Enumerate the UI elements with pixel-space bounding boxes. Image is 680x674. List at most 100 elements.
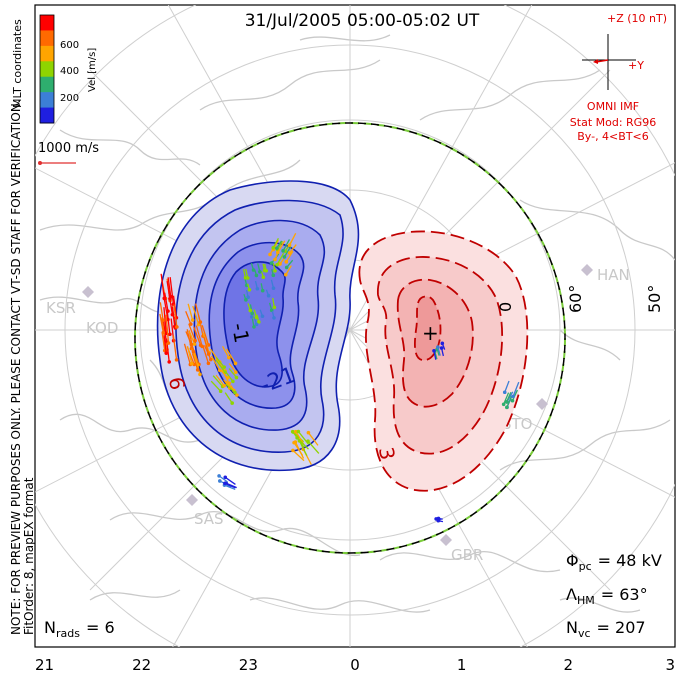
velocity-vector — [296, 437, 309, 450]
mlt-tick-label: 1 — [457, 656, 467, 674]
colorbar-swatch — [40, 15, 54, 31]
stat-model: Stat Mod: RG96 — [570, 116, 656, 129]
velocity-vector — [163, 299, 169, 320]
colorbar-swatch — [40, 45, 54, 62]
velocity-vector-origin — [260, 314, 265, 319]
velocity-vector — [307, 432, 319, 446]
velocity-vector-origin — [192, 342, 197, 346]
velocity-vector-origin — [273, 269, 277, 273]
velocity-vector — [191, 353, 199, 371]
velocity-vector — [289, 232, 297, 246]
mlt-tick-label: 21 — [35, 656, 54, 674]
velocity-vector-origin — [227, 355, 231, 360]
velocity-vector — [183, 343, 191, 365]
velocity-vector-origin — [222, 365, 226, 369]
vector-scale-label: 1000 m/s — [38, 141, 99, 156]
imf-y-label: +Y — [628, 59, 644, 72]
velocity-vector-origin — [174, 358, 179, 362]
colorbar-tick-200: 200 — [60, 93, 79, 104]
velocity-vector-origin — [217, 474, 221, 478]
velocity-vector — [163, 307, 167, 334]
velocity-vector-origin — [208, 357, 213, 362]
velocity-vector-origin — [261, 275, 266, 279]
velocity-vector-origin — [296, 429, 301, 434]
velocity-vector — [228, 363, 237, 373]
velocity-vector-origin — [198, 320, 203, 324]
mlt-tick-label: 0 — [350, 656, 360, 674]
velocity-vector-origin — [230, 401, 234, 405]
velocity-vector-origin — [233, 361, 238, 366]
velocity-vector-origin — [262, 268, 267, 273]
velocity-vector — [307, 440, 320, 454]
radar-label-kod: KOD — [86, 319, 118, 337]
velocity-vector-origin — [505, 405, 509, 410]
velocity-vector — [188, 323, 196, 341]
velocity-vector — [202, 346, 210, 364]
velocity-vector-origin — [168, 296, 172, 301]
velocity-vector — [285, 250, 294, 263]
latitude-label-70: 0 — [496, 302, 515, 312]
velocity-vector — [171, 306, 176, 327]
velocity-vector — [188, 331, 196, 345]
velocity-vector — [292, 449, 305, 462]
radar-markers — [82, 264, 593, 546]
velocity-vector — [195, 325, 203, 347]
velocity-vector — [185, 331, 192, 345]
contour-label-edge-negative: 6 — [164, 375, 190, 392]
velocity-vector-origin — [167, 360, 172, 364]
mlt-tick-label: 22 — [132, 656, 151, 674]
velocity-vector — [225, 380, 235, 391]
velocity-vector-origin — [189, 342, 194, 347]
velocity-vector — [504, 380, 510, 393]
velocity-vector-origin — [439, 346, 444, 350]
colorbar-tick-600: 600 — [60, 40, 79, 51]
velocity-vector-origin — [195, 368, 200, 372]
velocity-vector-origin — [272, 305, 277, 310]
velocity-vector — [201, 325, 210, 346]
velocity-vector-origin — [227, 381, 231, 386]
velocity-vector-origin — [234, 375, 239, 380]
velocity-vector-origin — [434, 517, 438, 521]
velocity-vector — [165, 314, 170, 344]
velocity-vector-origin — [260, 288, 265, 293]
velocity-vector-origin — [164, 351, 169, 355]
velocity-vector-origin — [440, 341, 445, 346]
velocity-vector-origin — [282, 255, 287, 259]
velocity-vector-origin — [233, 370, 238, 375]
colorbar-swatch — [40, 61, 54, 78]
velocity-vector-origin — [284, 265, 289, 270]
velocity-vector — [294, 441, 305, 459]
velocity-vector-origin — [223, 475, 228, 480]
velocity-vector-origin — [218, 389, 223, 393]
velocity-vector — [210, 355, 221, 371]
velocity-vector — [297, 431, 310, 445]
velocity-colorbar — [39, 14, 55, 124]
velocity-vector-origin — [272, 316, 276, 320]
velocity-vector-origin — [231, 379, 235, 384]
velocity-vector-origin — [504, 400, 509, 404]
velocity-vector-origin — [252, 325, 256, 329]
colorbar-frame — [39, 14, 55, 124]
velocity-vector-origin — [247, 287, 252, 292]
velocity-vector-origin — [166, 309, 170, 313]
velocity-vector-origin — [502, 390, 507, 395]
hm-boundary-black — [134, 122, 566, 554]
velocity-vector — [282, 239, 291, 252]
velocity-vector — [215, 374, 225, 387]
velocity-vector-origin — [243, 275, 248, 280]
velocity-vectors — [159, 232, 520, 523]
velocity-vector-origin — [218, 479, 222, 483]
velocity-vector — [272, 237, 279, 249]
velocity-vector-origin — [189, 361, 194, 366]
velocity-vector — [224, 476, 236, 485]
velocity-vector-origin — [271, 273, 276, 278]
lambda-hm-stat: ΛHM = 63° — [566, 585, 648, 607]
radar-label-gbr: GBR — [451, 546, 483, 564]
radar-label-sas: SAS — [194, 510, 224, 528]
velocity-vector-origin — [274, 246, 279, 250]
velocity-vector-origin — [198, 343, 203, 348]
velocity-vector-origin — [278, 262, 282, 266]
coastlines — [39, 34, 675, 613]
mlt-tick-label: 23 — [239, 656, 258, 674]
velocity-vector-origin — [255, 286, 260, 291]
